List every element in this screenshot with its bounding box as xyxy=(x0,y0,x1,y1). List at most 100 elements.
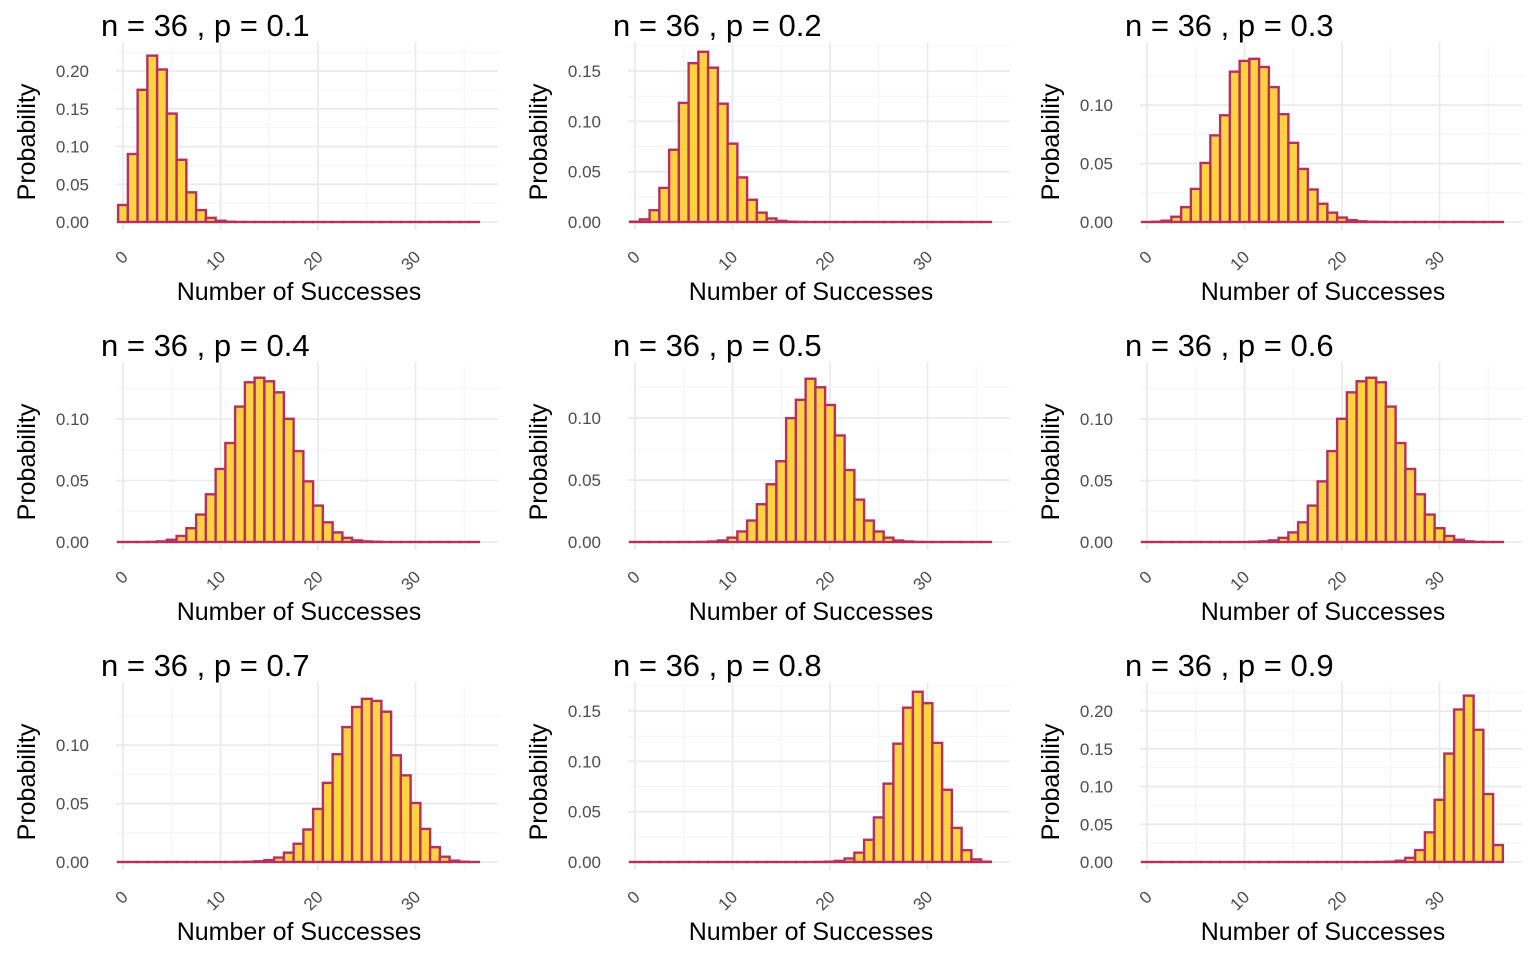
bar xyxy=(1415,850,1425,862)
bar xyxy=(1298,169,1308,222)
bar xyxy=(147,56,157,222)
bar xyxy=(1444,754,1454,862)
bar xyxy=(718,104,728,222)
x-tick-label: 10 xyxy=(715,567,742,594)
y-tick-label: 0.20 xyxy=(1080,702,1113,721)
y-tick-label: 0.05 xyxy=(568,803,601,822)
bar xyxy=(1308,506,1318,542)
bar xyxy=(825,405,835,542)
x-tick-label: 10 xyxy=(203,887,230,914)
bar xyxy=(264,381,274,542)
bar xyxy=(1318,481,1328,542)
panel-title: n = 36 , p = 0.6 xyxy=(1125,328,1334,363)
bar xyxy=(669,150,679,222)
y-axis-title: Probability xyxy=(13,723,41,840)
bar xyxy=(313,809,323,862)
y-tick-label: 0.05 xyxy=(568,471,601,490)
bar xyxy=(1396,861,1406,862)
bar xyxy=(157,541,167,542)
x-tick-label: 30 xyxy=(910,887,937,914)
bar xyxy=(1337,218,1347,222)
bar xyxy=(971,859,981,862)
panel-title: n = 36 , p = 0.4 xyxy=(101,328,310,363)
bar xyxy=(420,829,430,862)
bar xyxy=(352,540,362,542)
x-axis-title: Number of Successes xyxy=(689,918,934,946)
bar xyxy=(913,692,923,862)
x-tick-label: 10 xyxy=(715,887,742,914)
bar xyxy=(776,461,786,542)
y-tick-label: 0.15 xyxy=(568,62,601,81)
y-tick-label: 0.10 xyxy=(1080,96,1113,115)
bar xyxy=(294,451,304,542)
bar xyxy=(884,784,894,862)
bar xyxy=(1288,143,1298,222)
bar xyxy=(835,435,845,542)
bar xyxy=(323,783,333,862)
bar xyxy=(650,210,660,222)
bar xyxy=(874,817,884,862)
bar xyxy=(806,379,816,542)
bar xyxy=(177,160,187,222)
bar xyxy=(728,538,738,542)
y-tick-label: 0.00 xyxy=(1080,853,1113,872)
x-tick-label: 0 xyxy=(624,887,644,907)
bar xyxy=(255,378,265,542)
x-tick-label: 30 xyxy=(1422,887,1449,914)
x-tick-label: 0 xyxy=(624,247,644,267)
bar xyxy=(1327,213,1337,222)
x-axis-title: Number of Successes xyxy=(689,598,934,626)
x-tick-label: 20 xyxy=(812,887,839,914)
panel-title: n = 36 , p = 0.8 xyxy=(613,648,822,683)
bar xyxy=(1493,845,1503,862)
panel-title: n = 36 , p = 0.2 xyxy=(613,8,822,43)
y-axis-title: Probability xyxy=(1037,403,1065,520)
y-tick-label: 0.05 xyxy=(1080,472,1113,491)
x-axis-title: Number of Successes xyxy=(1201,918,1446,946)
bar xyxy=(206,494,216,542)
bar xyxy=(342,727,352,862)
bar xyxy=(1337,419,1347,542)
y-tick-label: 0.00 xyxy=(1080,213,1113,232)
y-tick-label: 0.10 xyxy=(568,752,601,771)
x-axis-title: Number of Successes xyxy=(1201,278,1446,306)
y-tick-label: 0.00 xyxy=(1080,533,1113,552)
bar xyxy=(1279,114,1289,222)
bar xyxy=(1298,522,1308,542)
bar xyxy=(893,744,903,862)
x-tick-label: 30 xyxy=(910,567,937,594)
x-tick-label: 0 xyxy=(112,567,132,587)
bar xyxy=(1376,382,1386,542)
bar xyxy=(1396,443,1406,542)
bar xyxy=(1386,407,1396,542)
bar xyxy=(1171,217,1181,222)
bar xyxy=(1435,800,1445,862)
bar xyxy=(698,52,708,222)
bar xyxy=(342,538,352,542)
bar xyxy=(845,470,855,542)
bar xyxy=(1308,190,1318,222)
bar xyxy=(186,528,196,542)
x-tick-label: 30 xyxy=(1422,567,1449,594)
y-axis-title: Probability xyxy=(525,723,553,840)
bar xyxy=(138,90,148,222)
bar xyxy=(767,484,777,542)
bar xyxy=(167,114,177,222)
bar xyxy=(1483,794,1493,862)
y-tick-label: 0.10 xyxy=(1080,778,1113,797)
bar xyxy=(747,200,757,222)
panel-title: n = 36 , p = 0.7 xyxy=(101,648,310,683)
y-axis-title: Probability xyxy=(13,83,41,200)
y-tick-label: 0.05 xyxy=(1080,155,1113,174)
bar xyxy=(1210,135,1220,222)
bar xyxy=(1162,221,1172,222)
y-tick-label: 0.00 xyxy=(56,213,89,232)
bar xyxy=(225,443,235,542)
bar xyxy=(1454,540,1464,542)
x-tick-label: 0 xyxy=(1136,247,1156,267)
